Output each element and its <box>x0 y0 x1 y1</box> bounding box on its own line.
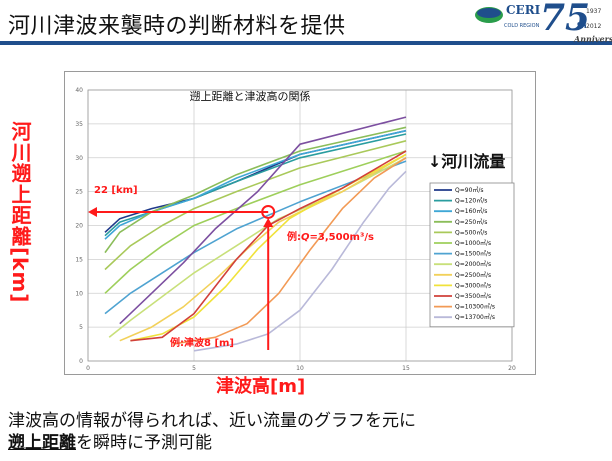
caption: 津波高の情報が得られれば、近い流量のグラフを元に 遡上距離を瞬時に予測可能 <box>8 410 416 454</box>
series-line <box>104 150 407 294</box>
chart-title: 遡上距離と津波高の関係 <box>189 90 311 103</box>
logo-number: 75 <box>540 0 591 39</box>
y-tick-label: 35 <box>75 121 83 128</box>
y-tick-label: 10 <box>75 290 83 297</box>
legend-label: Q=1500㎥/s <box>455 250 491 258</box>
series-line <box>104 126 407 254</box>
x-tick-label: 10 <box>296 365 304 372</box>
legend-box <box>429 182 515 328</box>
y-tick-label: 25 <box>75 189 83 196</box>
annotation-distance: 22 [km] <box>94 185 138 196</box>
series-line <box>104 140 407 271</box>
flow-label: ↓河川流量 <box>428 152 506 171</box>
annotation-flow: 例:Q=3,500m³/s <box>287 228 374 243</box>
y-axis-label: 河川遡上距離[km] <box>8 121 32 304</box>
legend-label: Q=3500㎥/s <box>455 292 491 300</box>
annotation-flow-prefix: 例: <box>287 232 301 243</box>
y-tick-label: 30 <box>75 155 83 162</box>
x-tick-label: 5 <box>192 365 196 372</box>
arrowhead-up <box>263 217 274 227</box>
y-tick-label: 15 <box>75 256 83 263</box>
legend-label: Q=13700㎥/s <box>455 313 495 321</box>
header-divider <box>0 41 612 45</box>
legend-label: Q=160㎥/s <box>455 207 487 215</box>
legend-label: Q=3000㎥/s <box>455 281 491 289</box>
annotation-flow-value: =3,500m³/s <box>309 232 374 243</box>
y-tick-label: 20 <box>75 223 83 230</box>
logo-year-start: 1937 <box>586 8 602 15</box>
series-line <box>119 116 407 325</box>
series-line <box>119 153 407 342</box>
logo-suffix: th <box>577 21 587 30</box>
caption-emphasis: 遡上距離 <box>8 433 76 453</box>
x-axis-label: 津波高[m] <box>216 376 306 397</box>
y-tick-label: 0 <box>79 358 83 365</box>
legend-label: Q=2500㎥/s <box>455 271 491 279</box>
ceri-75th-logo: CERI COLD REGION 75 th 1937 2012 Anniver… <box>474 0 612 44</box>
logo-year-end: 2012 <box>586 23 602 30</box>
annotation-height: 例:津波8 [m] <box>170 338 234 349</box>
legend-label: Q=1000㎥/s <box>455 239 491 247</box>
logo-anniversary: Anniversary <box>574 34 612 44</box>
legend-label: Q=10300㎥/s <box>455 303 495 311</box>
logo-emblem-icon <box>475 7 503 23</box>
arrowhead-left <box>88 206 97 217</box>
y-tick-label: 5 <box>79 324 83 331</box>
caption-line-2: 遡上距離を瞬時に予測可能 <box>8 432 416 454</box>
series-line <box>104 129 407 240</box>
y-tick-label: 40 <box>75 87 83 94</box>
series-line <box>130 150 407 342</box>
caption-line-2-rest: を瞬時に予測可能 <box>76 433 212 453</box>
logo-brand: CERI <box>506 3 541 17</box>
legend-label: Q=120㎥/s <box>455 197 487 205</box>
legend-label: Q=250㎥/s <box>455 218 487 226</box>
series-line <box>108 157 407 338</box>
legend-label: Q=500㎥/s <box>455 228 487 236</box>
legend-label: Q=90㎥/s <box>455 186 484 194</box>
legend-label: Q=2000㎥/s <box>455 260 491 268</box>
annotation-flow-variable: Q <box>301 232 310 243</box>
series-line <box>172 157 407 345</box>
caption-line-1: 津波高の情報が得られれば、近い流量のグラフを元に <box>8 411 416 431</box>
x-tick-label: 15 <box>402 365 410 372</box>
x-tick-label: 0 <box>86 365 90 372</box>
series-line <box>193 170 407 352</box>
page-title: 河川津波来襲時の判断材料を提供 <box>8 14 346 39</box>
x-tick-label: 20 <box>508 365 516 372</box>
highlight-point <box>261 204 276 219</box>
logo-sub: COLD REGION <box>504 23 540 29</box>
